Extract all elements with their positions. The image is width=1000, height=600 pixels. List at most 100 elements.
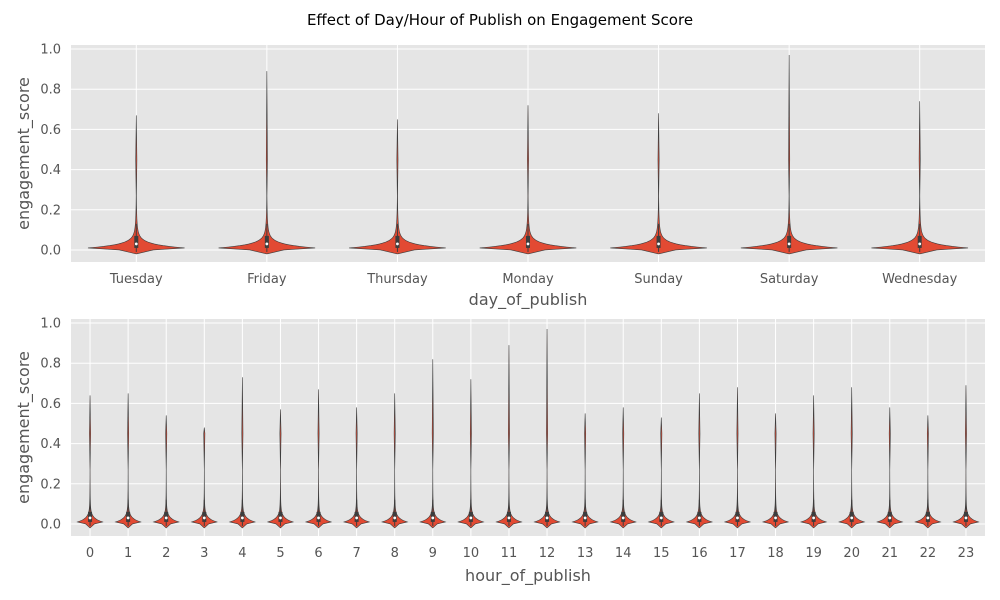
hour-violin <box>914 415 942 529</box>
day-ytick-label: 0.2 <box>40 203 61 218</box>
hour-violin <box>342 407 371 529</box>
hour-violin <box>266 409 295 529</box>
hour-xtick-label: 8 <box>391 546 399 561</box>
hour-xtick-label: 2 <box>162 546 170 561</box>
hour-violin-median <box>926 516 930 520</box>
day-xtick-label: Thursday <box>366 272 428 287</box>
hour-ytick-label: 1.0 <box>40 317 61 332</box>
hour-violin <box>723 387 752 529</box>
hour-xtick-label: 15 <box>653 546 670 561</box>
hour-violin <box>228 377 257 529</box>
day-violin-median <box>134 242 138 246</box>
hour-xtick-label: 7 <box>352 546 360 561</box>
hour-plot-x-axis-label: hour_of_publish <box>465 566 591 586</box>
day-violin-box <box>787 235 792 248</box>
hour-ytick-label: 0.0 <box>40 517 61 532</box>
hour-xtick-label: 5 <box>276 546 284 561</box>
day-violin-box <box>526 235 530 248</box>
day-plot-y-axis-label: engagement_score <box>14 77 34 230</box>
day-xtick-label: Wednesday <box>882 272 958 287</box>
hour-xtick-label: 22 <box>920 546 937 561</box>
hour-violin <box>381 393 409 529</box>
hour-xtick-label: 6 <box>314 546 322 561</box>
day-xtick-label: Friday <box>247 272 287 287</box>
hour-violin-median <box>850 516 854 520</box>
day-violin-box <box>134 235 139 248</box>
hour-violin <box>876 407 904 529</box>
hour-violin <box>190 427 218 529</box>
hour-violin <box>685 393 714 529</box>
hour-xtick-label: 14 <box>615 546 632 561</box>
hour-violin <box>457 379 485 529</box>
hour-violin-median <box>659 516 663 520</box>
hour-violin <box>495 345 523 529</box>
hour-xtick-label: 12 <box>539 546 556 561</box>
hour-violin-median <box>507 516 511 520</box>
day-of-publish-plot: 0.0 0.2 0.4 0.6 0.8 1.0 Tuesday Friday Thursday… <box>14 43 985 310</box>
hour-violin-median <box>697 516 701 520</box>
hour-violin <box>647 417 675 529</box>
day-violin-median <box>396 242 399 246</box>
hour-xtick-label: 10 <box>463 546 480 561</box>
day-ytick-label: 1.0 <box>40 43 61 58</box>
day-violin-median <box>265 242 269 246</box>
hour-xtick-label: 21 <box>882 546 899 561</box>
hour-violin-median <box>621 516 625 520</box>
hour-ytick-label: 0.4 <box>40 437 61 452</box>
day-violin <box>871 101 969 255</box>
day-violin <box>479 105 577 255</box>
hour-violin-median <box>202 516 206 520</box>
hour-violin-median <box>240 516 244 520</box>
hour-xtick-label: 23 <box>958 546 975 561</box>
hour-plot-y-axis-label: engagement_score <box>14 351 34 504</box>
hour-violin <box>533 329 561 529</box>
hour-violin-median <box>393 516 397 520</box>
day-xtick-label: Tuesday <box>109 272 163 287</box>
day-violin-box <box>917 235 922 248</box>
day-violin-median <box>657 242 660 246</box>
hour-violin <box>152 415 180 529</box>
hour-violin-median <box>964 516 968 520</box>
day-violin-box <box>264 235 269 248</box>
hour-violin-median <box>431 516 435 520</box>
hour-violin <box>419 359 447 529</box>
day-xtick-label: Sunday <box>634 272 683 287</box>
day-ytick-label: 0.6 <box>40 123 61 138</box>
hour-violin <box>304 389 333 529</box>
day-xtick-label: Saturday <box>760 272 819 287</box>
day-ytick-label: 0.8 <box>40 83 61 98</box>
day-violin <box>218 71 316 255</box>
hour-violin-median <box>545 516 549 520</box>
day-ytick-label: 0.0 <box>40 243 61 258</box>
hour-violin <box>952 385 980 529</box>
hour-violin <box>799 395 828 529</box>
hour-violin-median <box>774 516 777 520</box>
day-xtick-label: Monday <box>502 272 554 287</box>
hour-xtick-label: 3 <box>200 546 208 561</box>
hour-ytick-label: 0.8 <box>40 357 61 372</box>
figure-title: Effect of Day/Hour of Publish on Engagem… <box>307 11 693 29</box>
hour-ytick-label: 0.2 <box>40 477 61 492</box>
hour-violin <box>609 407 637 529</box>
hour-violin-median <box>279 516 282 520</box>
hour-violin-median <box>317 516 320 520</box>
hour-xtick-label: 9 <box>429 546 437 561</box>
hour-xtick-label: 18 <box>767 546 784 561</box>
hour-xtick-label: 0 <box>86 546 94 561</box>
day-violin-median <box>918 242 922 246</box>
hour-violin <box>838 387 866 529</box>
hour-ytick-label: 0.6 <box>40 397 61 412</box>
hour-xtick-label: 1 <box>124 546 132 561</box>
day-violin <box>610 113 707 255</box>
hour-xtick-label: 19 <box>805 546 822 561</box>
hour-violin-median <box>164 516 168 520</box>
hour-xtick-label: 17 <box>729 546 746 561</box>
hour-xtick-label: 13 <box>577 546 594 561</box>
hour-violin-median <box>583 516 587 520</box>
hour-xtick-label: 4 <box>238 546 246 561</box>
hour-violin <box>114 393 142 529</box>
hour-plot-background <box>71 319 985 536</box>
hour-of-publish-plot: 0.00.20.40.60.81.0 0 1 2 3 4 5 6 7 8 9 10 11 12 13 14 1… <box>14 317 985 586</box>
hour-xtick-label: 11 <box>501 546 518 561</box>
